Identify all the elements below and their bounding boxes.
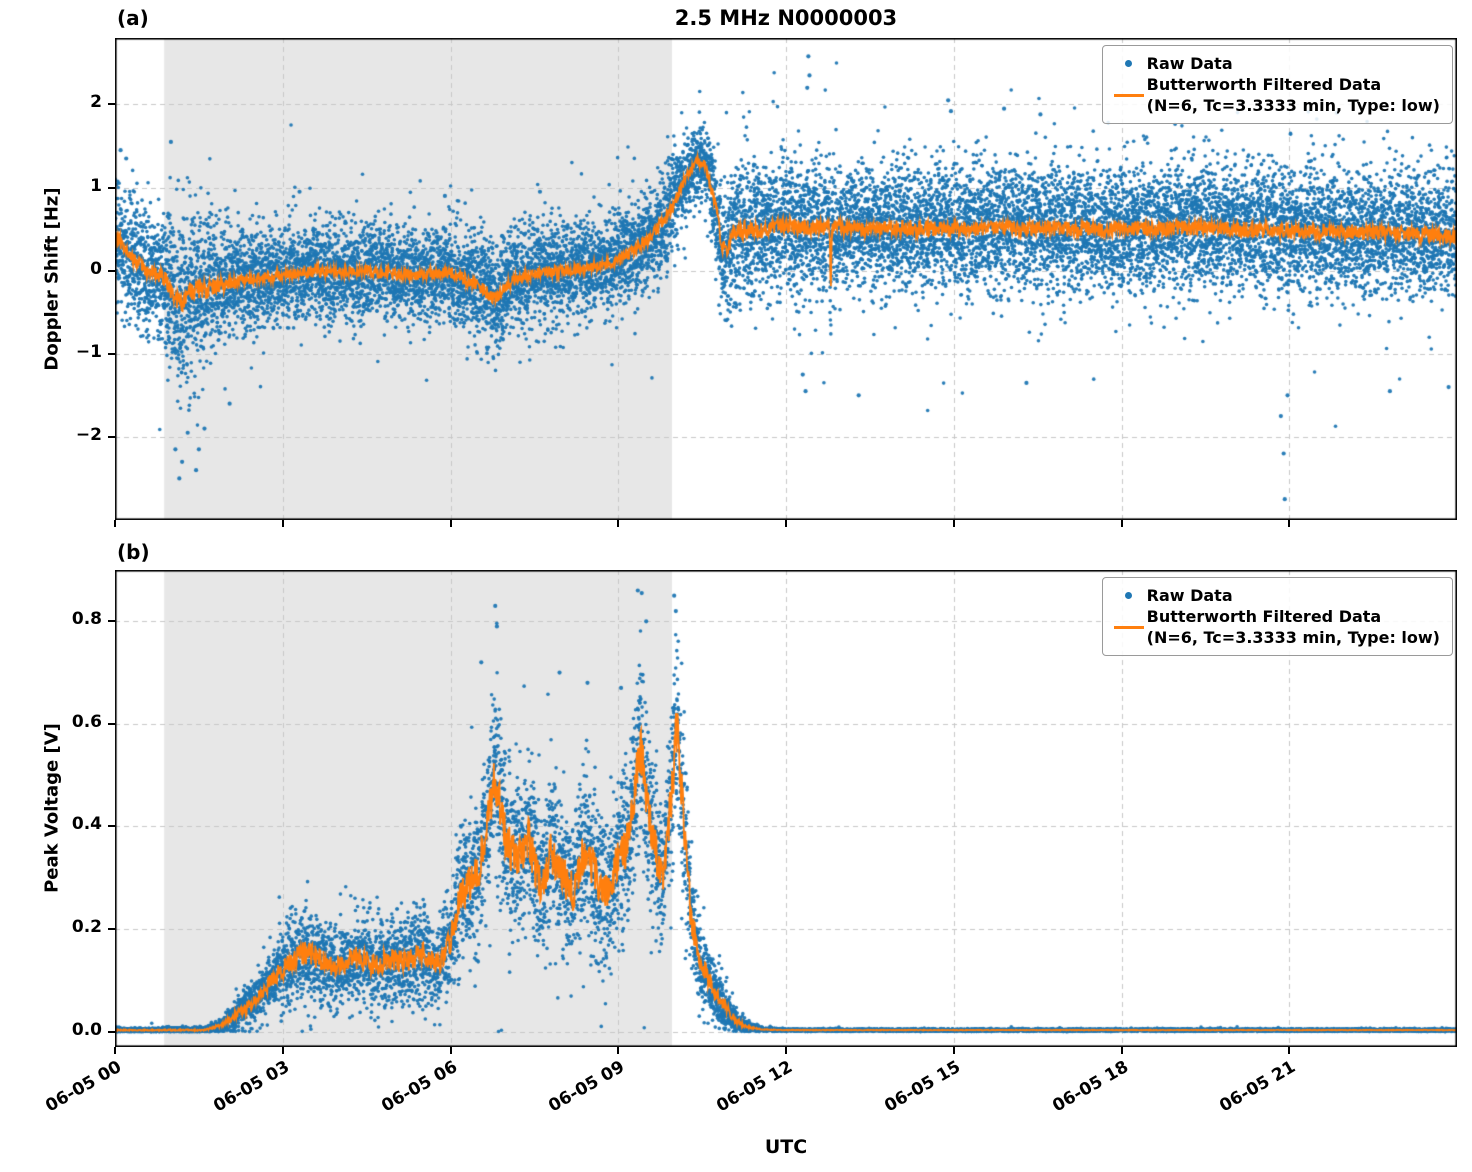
y-tick-label: 0.0 — [71, 1019, 102, 1040]
legend-filtered-label: Butterworth Filtered Data (N=6, Tc=3.333… — [1146, 75, 1440, 116]
x-tick-mark — [952, 520, 955, 527]
y-tick-mark — [108, 435, 115, 438]
x-tick-mark — [449, 1047, 452, 1054]
chart-title: 2.5 MHz N0000003 — [674, 6, 898, 30]
raw-data-marker-icon — [1111, 592, 1147, 600]
x-tick-mark — [785, 520, 787, 527]
x-tick-mark — [114, 1047, 116, 1054]
panel-b-label: (b) — [117, 540, 150, 564]
y-tick-label: 0.6 — [71, 711, 102, 732]
line-swatch-icon — [1113, 93, 1144, 97]
x-tick-mark — [114, 520, 116, 527]
panel-a-legend: Raw Data Butterworth Filtered Data (N=6,… — [1101, 45, 1453, 125]
x-tick-mark — [1288, 1047, 1291, 1054]
y-tick-label: −2 — [75, 424, 102, 445]
raw-data-marker-icon — [1111, 60, 1147, 68]
y-tick-mark — [108, 103, 115, 106]
legend-filtered-entry: Butterworth Filtered Data (N=6, Tc=3.333… — [1111, 74, 1440, 116]
y-tick-label: 0.4 — [71, 814, 102, 835]
x-tick-mark — [952, 1047, 955, 1054]
filtered-line-marker-icon — [1111, 625, 1147, 629]
x-tick-mark — [449, 520, 452, 527]
y-tick-label: 0 — [90, 258, 102, 279]
panel-a-label: (a) — [117, 6, 149, 30]
x-tick-mark — [281, 520, 284, 527]
panel-b-y-axis-label: Peak Voltage [V] — [41, 723, 63, 893]
x-tick-label: 06-05 00 — [42, 1057, 125, 1117]
y-tick-mark — [108, 928, 115, 931]
x-tick-mark — [785, 1047, 787, 1054]
y-tick-label: 0.8 — [71, 609, 102, 630]
y-tick-mark — [108, 1030, 115, 1033]
scatter-dot-icon — [1125, 60, 1133, 68]
legend-filtered-entry: Butterworth Filtered Data (N=6, Tc=3.333… — [1111, 606, 1440, 648]
y-tick-mark — [108, 186, 115, 189]
panel-b-legend: Raw Data Butterworth Filtered Data (N=6,… — [1101, 577, 1453, 657]
legend-raw-entry: Raw Data — [1111, 585, 1440, 606]
x-axis-label: UTC — [764, 1136, 808, 1158]
y-tick-mark — [108, 620, 115, 623]
x-tick-mark — [1288, 520, 1291, 527]
y-tick-label: 2 — [90, 92, 102, 113]
x-tick-mark — [617, 1047, 620, 1054]
y-tick-label: 1 — [90, 175, 102, 196]
x-tick-mark — [617, 520, 620, 527]
x-tick-mark — [1120, 1047, 1123, 1054]
x-tick-mark — [281, 1047, 284, 1054]
filtered-line-marker-icon — [1111, 93, 1147, 97]
legend-raw-entry: Raw Data — [1111, 53, 1440, 74]
x-tick-mark — [1120, 520, 1123, 527]
y-tick-mark — [108, 722, 115, 725]
y-tick-mark — [108, 269, 115, 272]
legend-raw-label: Raw Data — [1146, 586, 1233, 605]
legend-raw-label: Raw Data — [1146, 54, 1233, 73]
y-tick-mark — [108, 352, 115, 355]
y-tick-label: 0.2 — [71, 917, 102, 938]
legend-filtered-label: Butterworth Filtered Data (N=6, Tc=3.333… — [1146, 607, 1440, 648]
scatter-dot-icon — [1125, 592, 1133, 600]
line-swatch-icon — [1113, 625, 1144, 629]
y-tick-mark — [108, 825, 115, 828]
y-tick-label: −1 — [75, 341, 102, 362]
